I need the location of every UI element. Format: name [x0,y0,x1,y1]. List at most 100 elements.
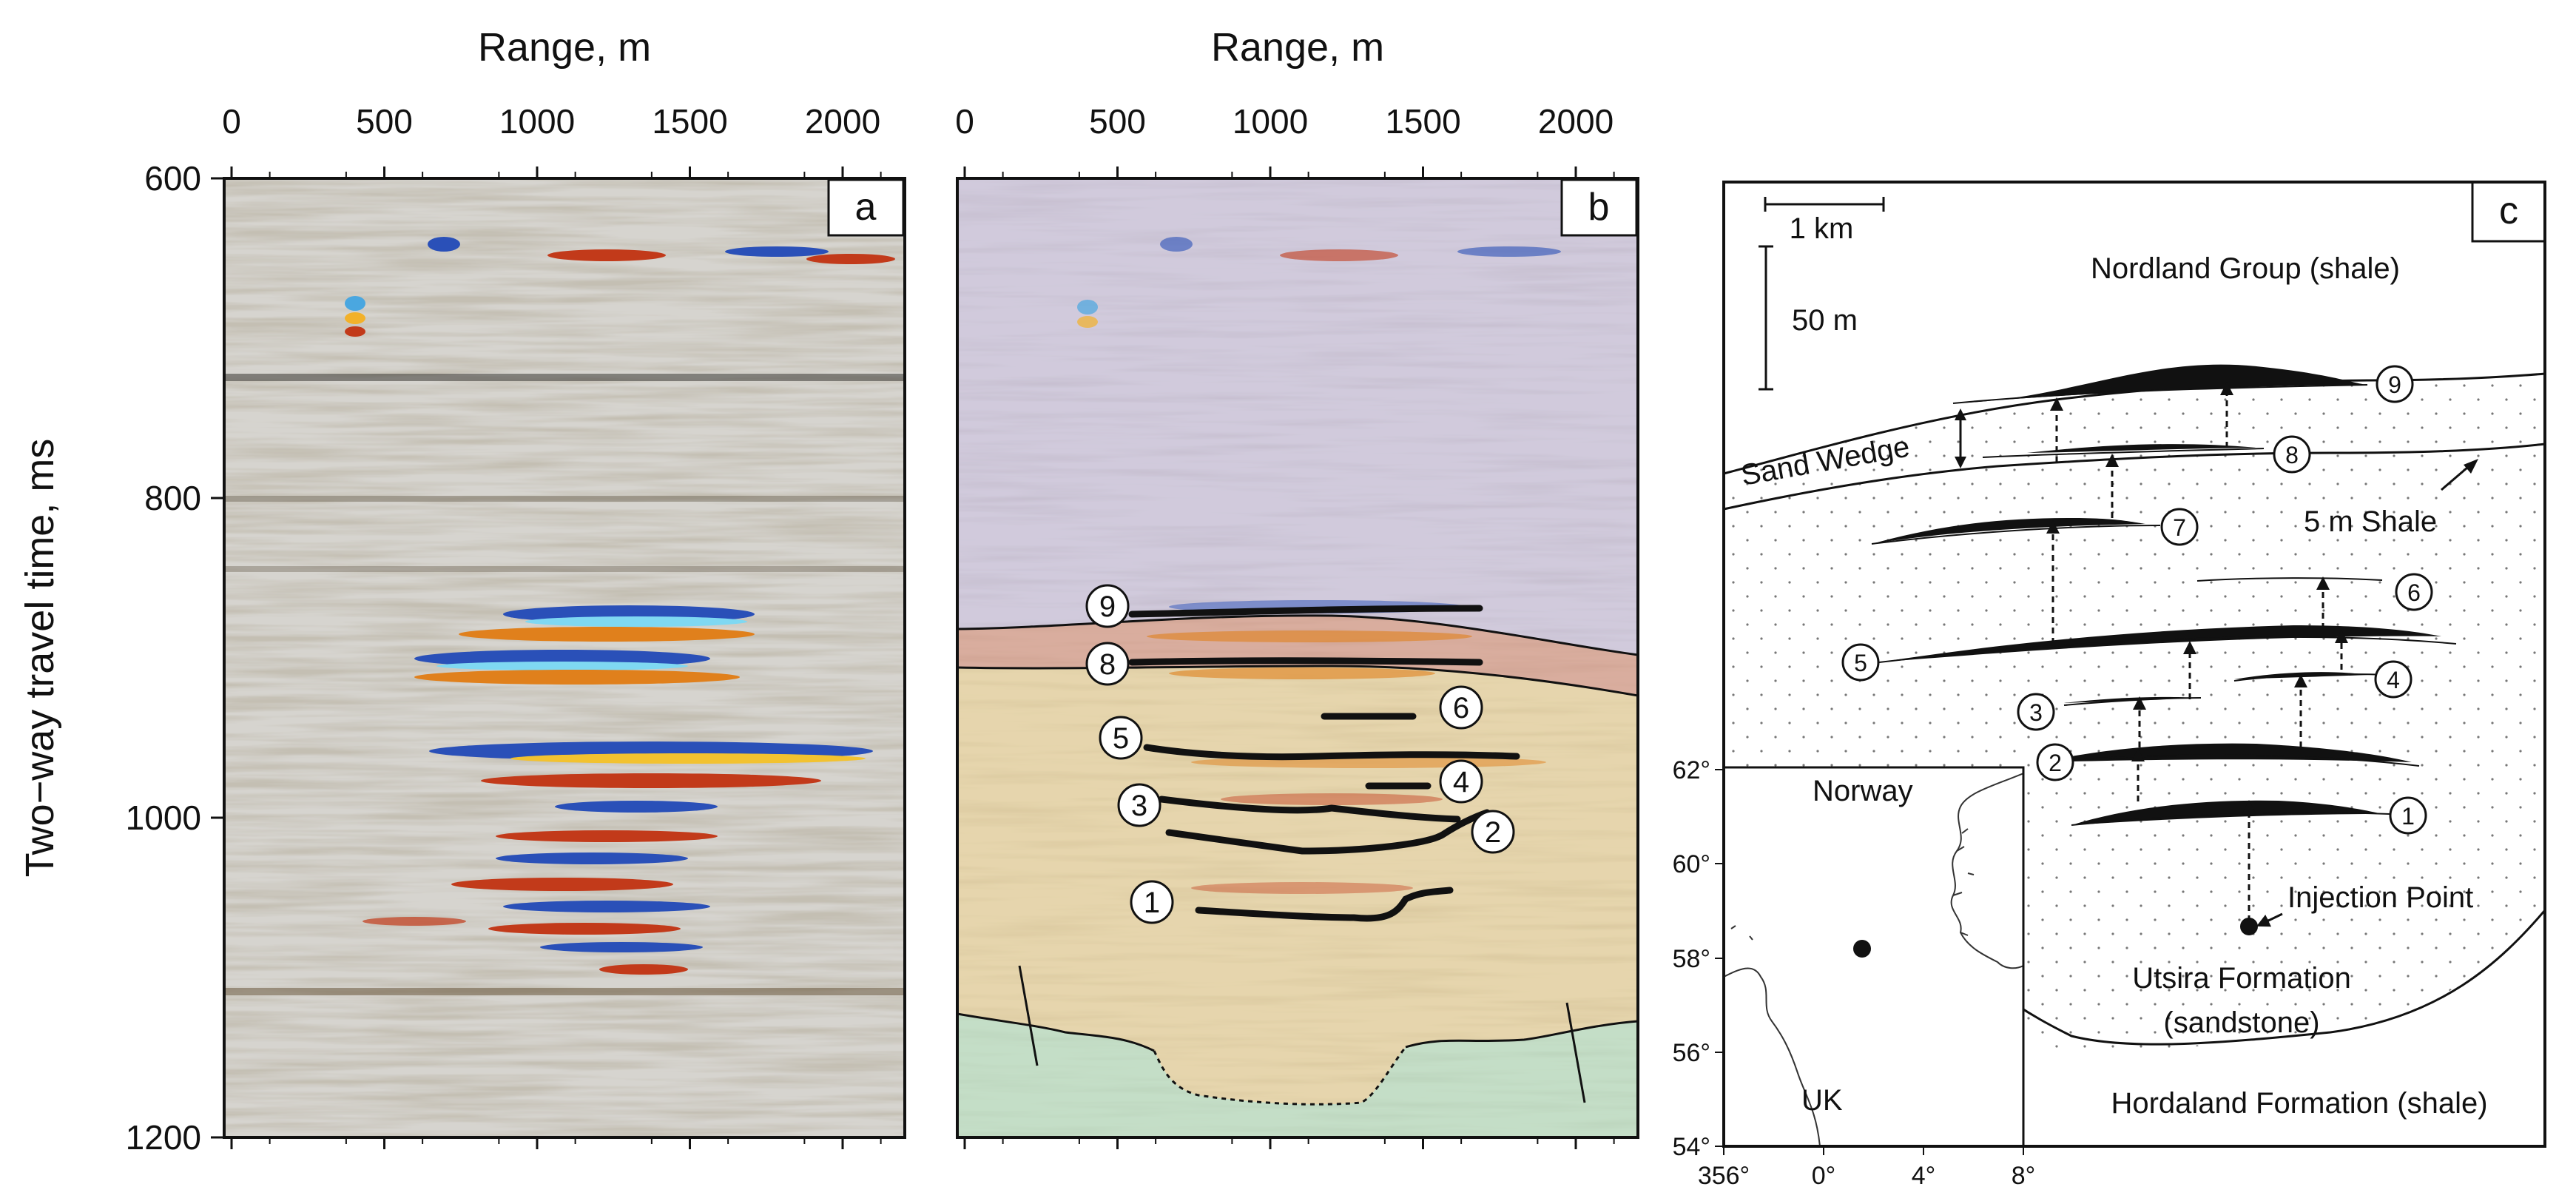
panel-b-interpreted-image [957,178,1638,1137]
x-tick-label: 1500 [652,102,727,141]
horizon-label-9: 9 [1099,591,1116,623]
lon-tick-label: 0° [1812,1162,1836,1190]
lat-tick-label: 60° [1673,850,1710,878]
panel-b: Range, m [955,25,1639,1149]
lat-tick-label: 58° [1673,945,1710,973]
uk-label: UK [1801,1084,1843,1117]
panel-a-seismic-image [224,178,905,1137]
utsira-label: Utsira Formation [2132,962,2351,995]
horizon-5 [1143,744,1520,761]
horizon-label-6: 6 [1453,692,1469,724]
horizon-8 [1128,657,1483,666]
y-tick-label: 1000 [126,798,201,837]
lon-tick-label: 8° [2012,1162,2036,1190]
panel-b-range-title: Range, m [1211,25,1384,70]
inset-lat-axis: 62° 60° 58° 56° 54° [1673,756,1724,1161]
base-utsira-line [957,1012,1155,1052]
lat-tick-label: 54° [1673,1133,1710,1161]
x-tick-label: 1500 [1385,102,1460,141]
migration-arrows [2046,382,2348,921]
x-tick-label: 1000 [499,102,575,141]
lat-tick-label: 56° [1673,1039,1710,1067]
horizon-label-5: 5 [1113,722,1129,755]
panel-a-range-title: Range, m [478,25,651,70]
interpreted-horizons [1128,605,1520,922]
five-m-shale-line [1723,443,2546,511]
layer-number-6: 6 [2407,579,2421,606]
scale-vertical-label: 50 m [1792,304,1858,337]
panel-b-frame [956,177,1639,1139]
top-sand-wedge-line [957,614,1638,656]
panel-b-x-axis: 0 500 1000 1500 2000 [955,102,1615,1149]
five-m-shale-label: 5 m Shale [2304,505,2437,538]
layer-number-1: 1 [2401,803,2415,830]
fault-right [1565,1002,1586,1103]
horizon-label-1: 1 [1144,887,1160,919]
panel-a-letter: a [855,186,877,229]
norway-label: Norway [1813,775,1913,807]
panel-c-frame [1722,181,2546,1148]
y-tick-label: 600 [144,159,201,198]
sleipner-location-marker [1853,940,1871,958]
base-utsira-dashed [1153,1046,1407,1106]
panel-b-letter-box [1560,178,1638,237]
horizon-label-4: 4 [1453,766,1469,798]
uk-coastline [1724,967,1821,1146]
y-tick-label: 1200 [126,1118,201,1157]
scale-bars [1759,197,1885,391]
utsira-sub-label: (sandstone) [2163,1006,2319,1039]
top-utsira-line [957,665,1638,697]
scale-horizontal-label: 1 km [1790,212,1854,245]
x-tick-label: 0 [955,102,974,141]
panel-c-layer-numbers: 9 8 7 6 5 4 3 2 1 [1841,365,2433,835]
panel-b-horizon-labels: 9 8 6 5 4 3 2 1 [1085,584,1515,924]
inset-lon-axis: 356° 0° 4° 8° [1698,1146,2035,1190]
panel-c-letter: c [2499,189,2518,232]
panel-a-frame [223,177,906,1139]
co2-layers [1871,364,2457,826]
lon-tick-label: 4° [1912,1162,1936,1190]
y-tick-label: 800 [144,479,201,517]
layer-number-5: 5 [1854,650,1867,676]
lat-tick-label: 62° [1673,756,1710,784]
layer-number-2: 2 [2049,750,2062,776]
layer-number-7: 7 [2173,514,2186,541]
horizon-2 [1165,809,1491,855]
x-tick-label: 0 [222,102,241,141]
nordland-label: Nordland Group (shale) [2091,252,2400,285]
layer-number-9: 9 [2388,371,2401,398]
x-tick-label: 1000 [1233,102,1308,141]
horizon-1 [1195,887,1454,922]
x-tick-label: 500 [1089,102,1146,141]
sand-wedge-fill [1724,374,2545,509]
layer-number-3: 3 [2029,699,2043,726]
inset-map: Norway UK 62° 60° 58° 56° 54° 356° 0° 4° 8° [1673,756,2036,1190]
x-tick-label: 500 [356,102,413,141]
horizon-label-8: 8 [1099,648,1116,681]
panel-a: Range, m Two−way travel time, ms [18,25,906,1157]
layer-number-8: 8 [2285,442,2299,468]
nordland-layer [957,178,1638,655]
base-utsira-line-c [1997,909,2546,1046]
hordaland-label: Hordaland Formation (shale) [2111,1087,2487,1120]
panel-c: 1 km 50 m Nordland Group (shale) Sand We… [1673,181,2546,1190]
lon-tick-label: 356° [1698,1162,1750,1190]
panel-a-x-axis: 0 500 1000 1500 2000 [222,102,882,1149]
norway-coastline [1950,773,2023,969]
horizon-9 [1128,605,1483,618]
horizon-label-3: 3 [1131,790,1147,822]
injection-point-marker [2240,918,2258,935]
panel-b-letter: b [1588,186,1610,229]
layer-number-4: 4 [2387,667,2400,693]
hordaland-layer [957,1014,1638,1137]
x-tick-label: 2000 [805,102,880,141]
panel-a-letter-box [827,178,905,237]
horizon-3 [1158,796,1461,823]
horizon-label-2: 2 [1485,816,1501,849]
fault-left [1018,965,1039,1066]
x-tick-label: 2000 [1538,102,1614,141]
panel-a-y-axis: 600 800 1000 1200 [126,159,224,1157]
y-axis-title: Two−way travel time, ms [18,439,62,878]
injection-point-label: Injection Point [2287,881,2473,914]
